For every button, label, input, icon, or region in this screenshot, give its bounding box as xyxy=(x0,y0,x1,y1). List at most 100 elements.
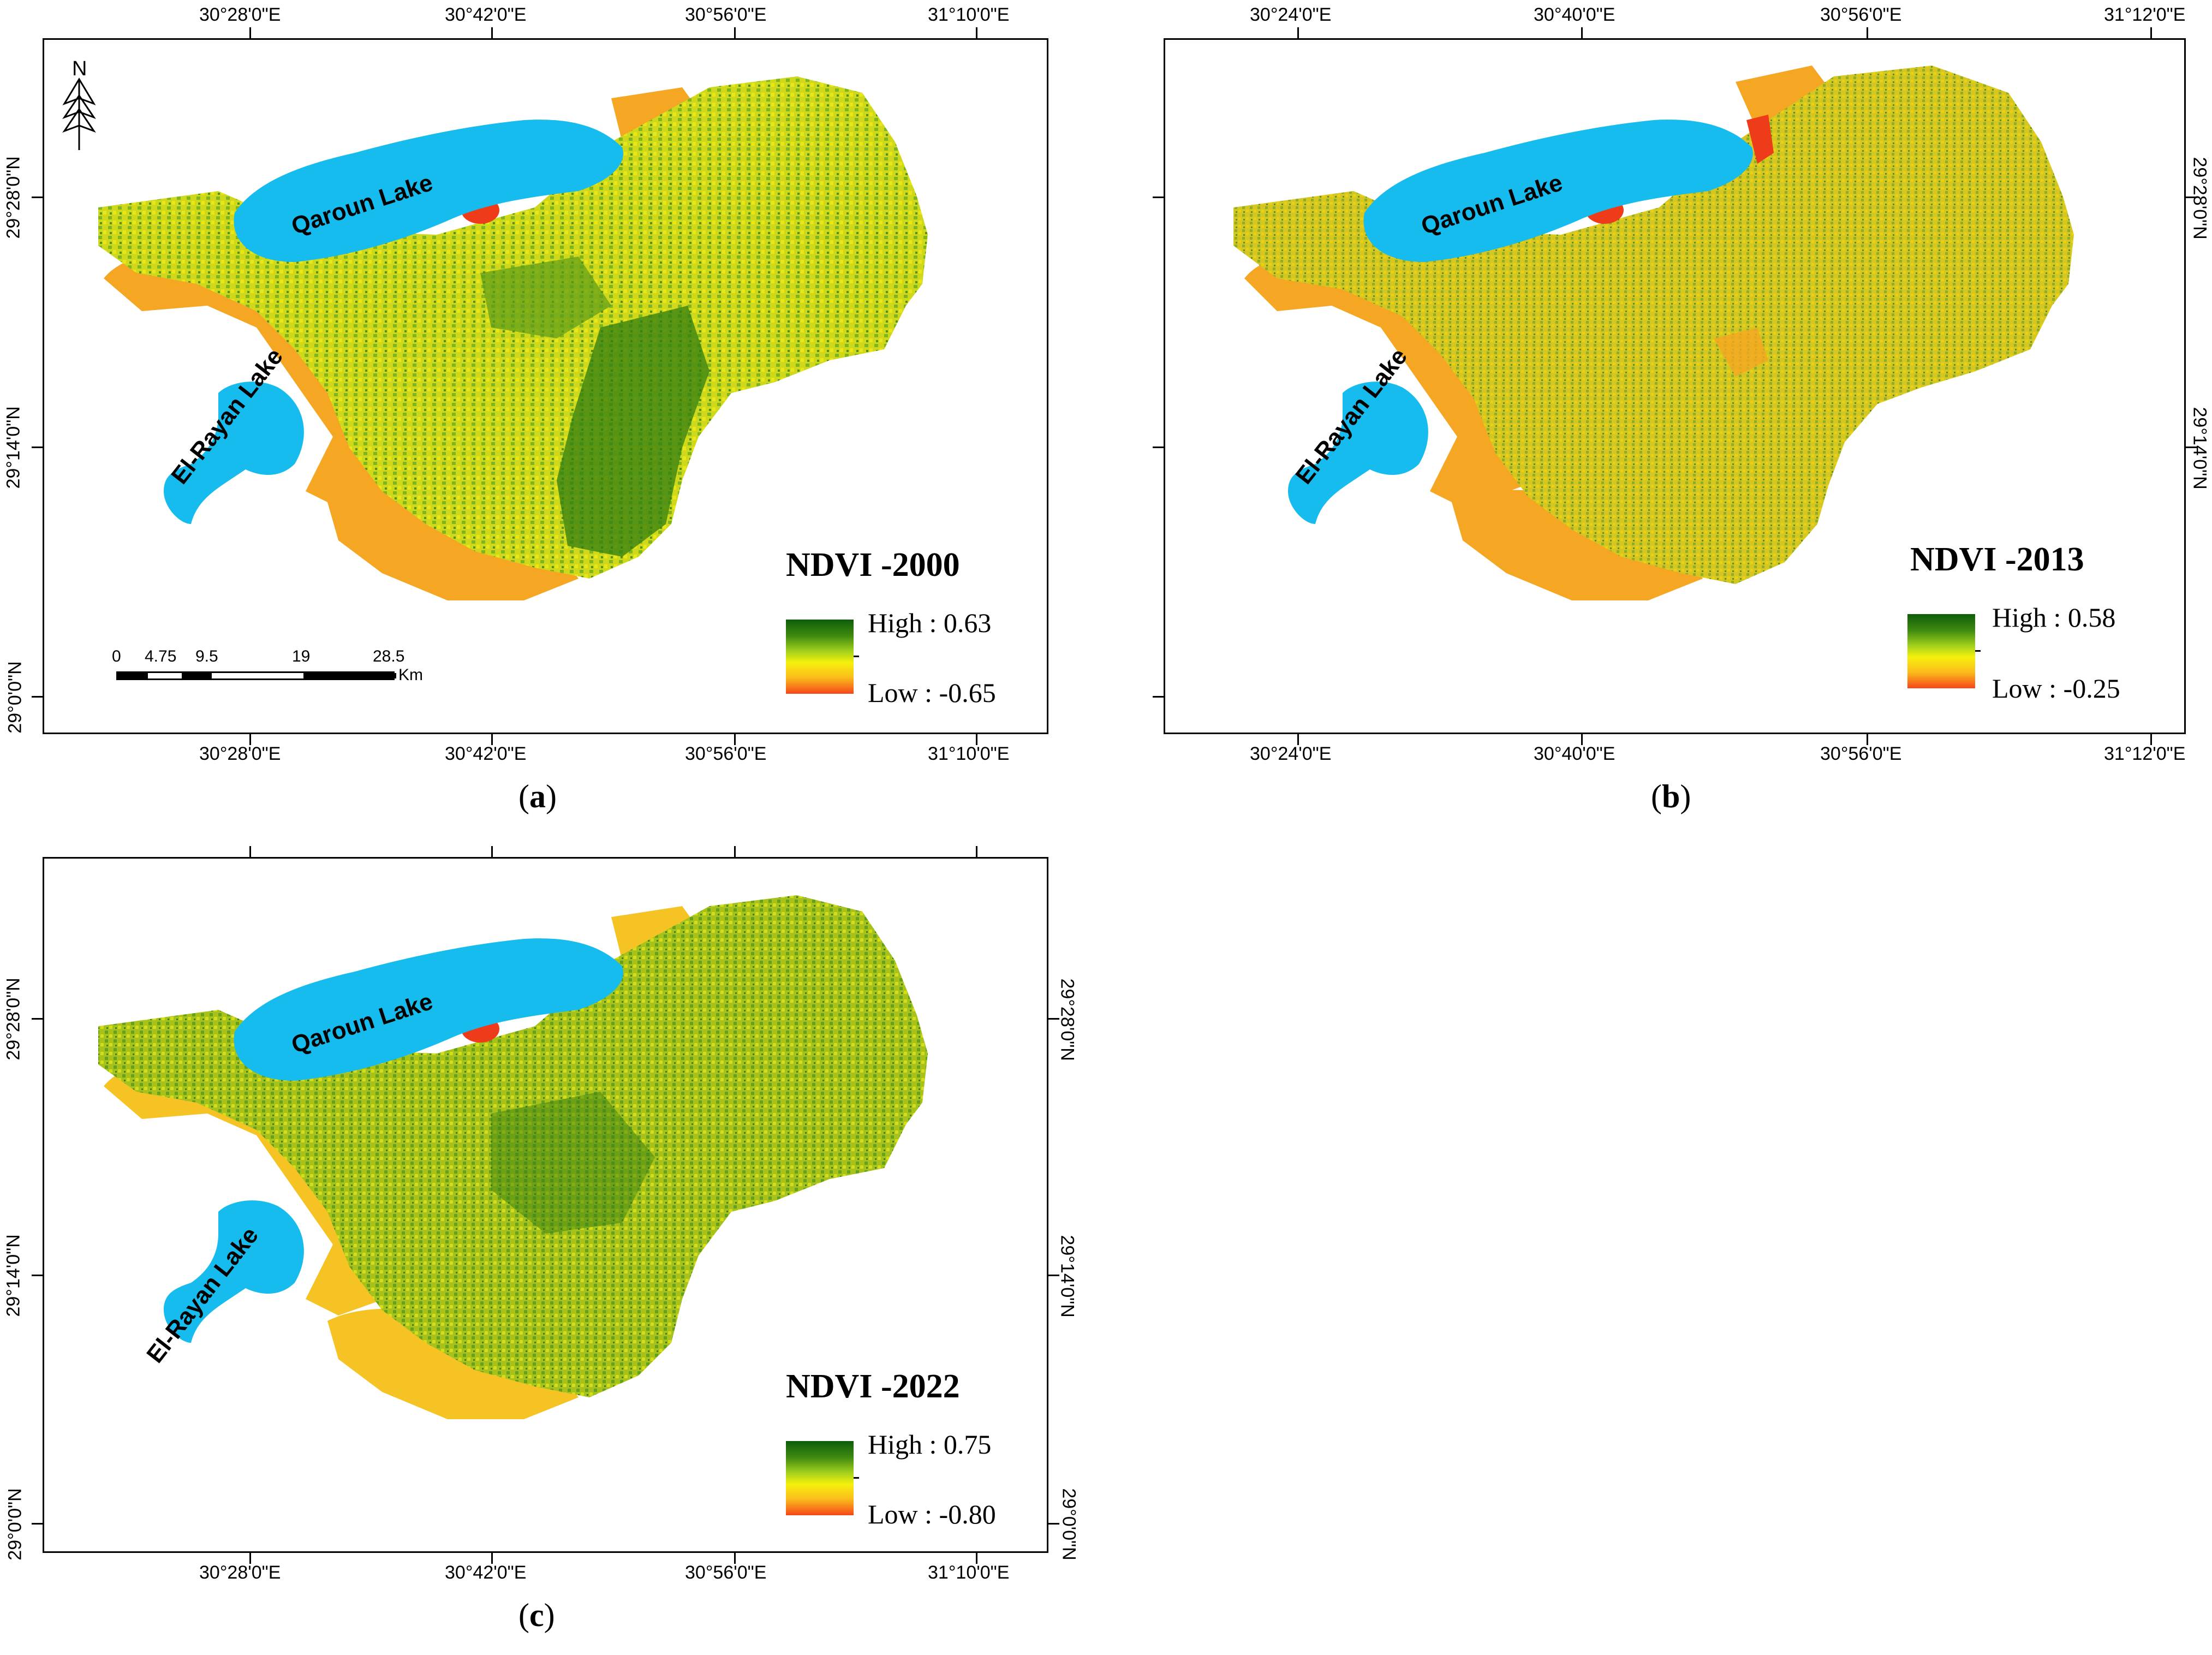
map-panel-c: Qaroun Lake El-Rayan Lake 30°28'0"E 30°4… xyxy=(0,830,1108,1655)
tick-top-b-3 xyxy=(1867,27,1868,38)
tick-bottom-b-2 xyxy=(1581,734,1583,745)
ndvi-title-b: NDVI -2013 xyxy=(1910,541,2084,578)
desert-patch-b xyxy=(1714,328,1768,377)
tick-top-c-4 xyxy=(976,846,977,857)
tick-bottom-a-2 xyxy=(491,734,493,745)
coord-bottom-c-2: 30°42'0"E xyxy=(445,1562,527,1583)
fayoum-map-c: Qaroun Lake El-Rayan Lake xyxy=(98,895,928,1419)
tick-bottom-b-4 xyxy=(2150,734,2152,745)
tick-bottom-a-1 xyxy=(249,734,251,745)
tick-left-c-1 xyxy=(32,1018,43,1020)
tick-top-b-1 xyxy=(1297,27,1299,38)
coord-bottom-b-4: 31°12'0"E xyxy=(2104,743,2186,764)
tick-top-b-2 xyxy=(1581,27,1583,38)
desert-fringe-south-c xyxy=(327,1308,579,1419)
legend-tick-c xyxy=(854,1477,859,1479)
tick-bottom-a-4 xyxy=(976,734,977,745)
tick-left-c-2 xyxy=(32,1275,43,1276)
coord-bottom-a-3: 30°56'0"E xyxy=(685,743,767,764)
tick-bottom-b-1 xyxy=(1297,734,1299,745)
coord-right-c-2: 29°14'0"N xyxy=(1057,1235,1078,1318)
coord-left-a-1: 29°28'0"N xyxy=(3,156,24,239)
dense-vegetation-a2 xyxy=(480,257,611,338)
coord-bottom-a-4: 31°10'0"E xyxy=(928,743,1010,764)
coord-right-b-2: 29°14'0"N xyxy=(2189,407,2210,490)
coord-top-a-4: 31°10'0"E xyxy=(928,4,1010,25)
tick-bottom-b-3 xyxy=(1867,734,1868,745)
legend-high-c: High : 0.75 xyxy=(868,1429,992,1460)
tick-top-c-2 xyxy=(491,846,493,857)
north-arrow-label: N xyxy=(72,57,87,80)
coord-bottom-a-1: 30°28'0"E xyxy=(199,743,281,764)
delta-red-b xyxy=(1746,115,1774,164)
fayoum-map-b: Qaroun Lake El-Rayan Lake xyxy=(1233,66,2074,600)
ndvi-title-a: NDVI -2000 xyxy=(786,546,960,584)
tick-top-a-4 xyxy=(976,27,977,38)
tick-left-a-3 xyxy=(32,696,43,698)
coord-left-a-3: 29°0'0"N xyxy=(4,661,26,734)
desert-fringe-west-c xyxy=(104,1059,415,1315)
legend-low-c: Low : -0.80 xyxy=(868,1499,996,1529)
legend-high-b: High : 0.58 xyxy=(1992,602,2116,633)
coord-top-a-2: 30°42'0"E xyxy=(445,4,527,25)
fayoum-map-a: Qaroun Lake El-Rayan Lake xyxy=(98,76,928,600)
dense-vegetation-c xyxy=(491,1092,655,1234)
coord-top-b-1: 30°24'0"E xyxy=(1250,4,1332,25)
legend-tick-a xyxy=(854,656,859,657)
coord-top-b-4: 31°12'0"E xyxy=(2104,4,2186,25)
rayan-lake-b xyxy=(1288,382,1428,524)
map-panel-b: Qaroun Lake El-Rayan Lake 30°24'0"E 30°4… xyxy=(1135,0,2212,830)
desert-fringe-south-b xyxy=(1452,490,1703,600)
tick-right-c-1 xyxy=(1048,1018,1059,1020)
scale-label-1: 4.75 xyxy=(145,647,177,665)
coord-bottom-c-3: 30°56'0"E xyxy=(685,1562,767,1583)
tick-right-c-3 xyxy=(1048,1523,1059,1525)
tick-bottom-c-2 xyxy=(491,1553,493,1564)
qaroun-lake-c xyxy=(234,938,623,1081)
tick-left-b-1 xyxy=(1153,197,1164,198)
desert-fringe-west-b xyxy=(1244,251,1539,508)
tick-right-b-1 xyxy=(2186,197,2197,198)
tick-top-a-3 xyxy=(734,27,736,38)
tick-top-c-1 xyxy=(249,846,251,857)
coord-bottom-b-1: 30°24'0"E xyxy=(1250,743,1332,764)
coord-bottom-c-4: 31°10'0"E xyxy=(928,1562,1010,1583)
coord-bottom-b-3: 30°56'0"E xyxy=(1820,743,1902,764)
cultivated-land-b xyxy=(1233,66,2074,584)
legend-high-a: High : 0.63 xyxy=(868,608,992,638)
tick-bottom-a-3 xyxy=(734,734,736,745)
desert-fringe-west xyxy=(104,251,415,508)
caption-c: (c) xyxy=(518,1597,555,1633)
desert-fringe-south xyxy=(327,490,579,600)
coord-left-a-2: 29°14'0"N xyxy=(3,406,24,489)
legend-swatch-b xyxy=(1907,614,1975,688)
rayan-lake-a xyxy=(164,382,304,524)
north-arrow-icon: N xyxy=(62,57,96,150)
qaroun-lake-b xyxy=(1363,120,1753,263)
caption-b: (b) xyxy=(1651,778,1691,814)
tick-bottom-c-1 xyxy=(249,1553,251,1564)
legend-swatch-a xyxy=(786,620,854,694)
qaroun-lake-a xyxy=(234,120,623,263)
tick-left-c-3 xyxy=(32,1523,43,1525)
tick-top-a-2 xyxy=(491,27,493,38)
scale-unit: Km xyxy=(398,666,423,684)
map-panel-a: Qaroun Lake El-Rayan Lake 30°28'0"E 30°4… xyxy=(0,0,1108,830)
tick-bottom-c-3 xyxy=(734,1553,736,1564)
tick-right-c-2 xyxy=(1048,1275,1059,1276)
rayan-lake-c xyxy=(164,1200,304,1343)
coord-top-a-3: 30°56'0"E xyxy=(685,4,767,25)
scale-bar xyxy=(116,671,396,680)
scale-label-4: 28.5 xyxy=(373,647,405,665)
coord-right-c-3: 29°0'0"N xyxy=(1058,1488,1080,1561)
legend-tick-b xyxy=(1975,650,1981,652)
legend-low-b: Low : -0.25 xyxy=(1992,673,2120,704)
dense-vegetation-a xyxy=(557,306,709,557)
tick-left-b-2 xyxy=(1153,447,1164,448)
tick-right-b-2 xyxy=(2186,447,2197,448)
ndvi-title-c: NDVI -2022 xyxy=(786,1368,960,1405)
coord-left-c-1: 29°28'0"N xyxy=(3,978,24,1061)
coord-top-b-3: 30°56'0"E xyxy=(1820,4,1902,25)
coord-bottom-b-2: 30°40'0"E xyxy=(1534,743,1615,764)
scale-label-3: 19 xyxy=(292,647,311,665)
